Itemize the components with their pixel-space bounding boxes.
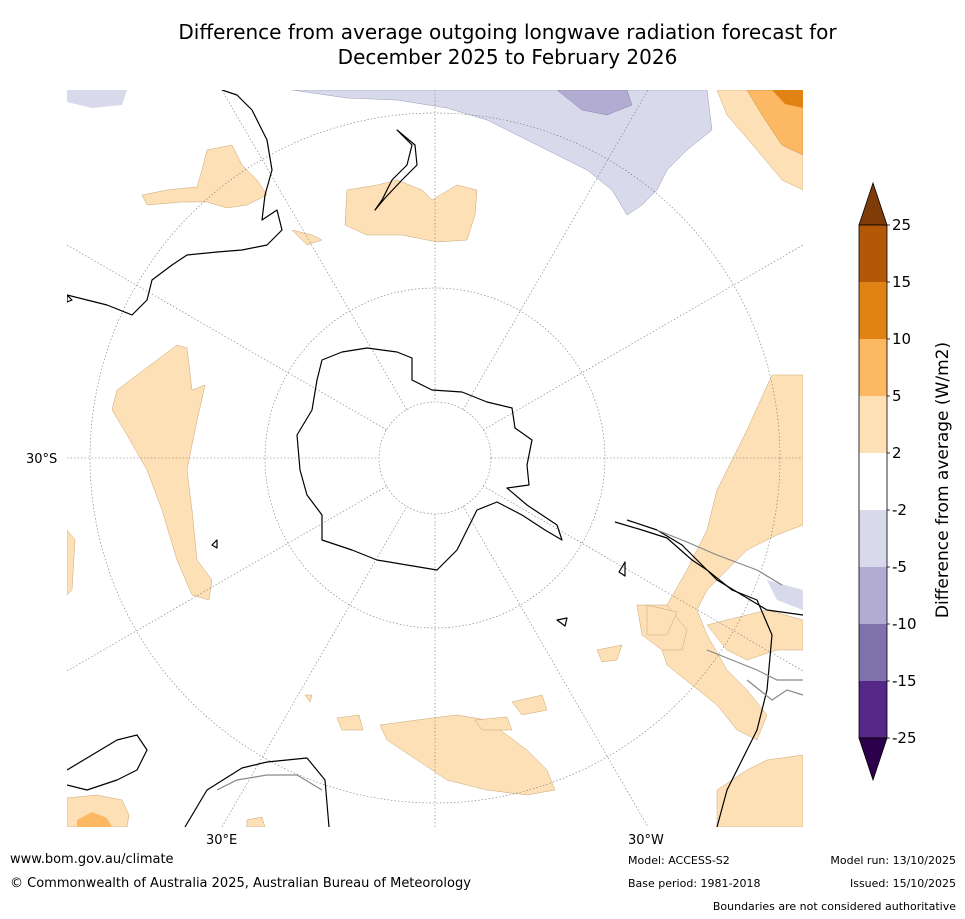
anomaly-positive-region — [304, 694, 313, 703]
title-line-2: December 2025 to February 2026 — [337, 45, 678, 69]
anomaly-positive-region — [656, 374, 803, 741]
anomaly-positive-region — [77, 812, 112, 827]
colorbar: 25 15 10 5 2 -2 -5 -10 -15 -25 Differenc… — [858, 181, 953, 782]
colorbar-tick-label: -15 — [892, 672, 917, 690]
island-coastline — [618, 561, 626, 577]
colorbar-segment — [859, 681, 887, 738]
anomaly-positive-region — [706, 609, 803, 661]
island-coastline — [211, 539, 218, 549]
footer-model-run: Model run: 13/10/2025 — [830, 854, 956, 867]
footer-url: www.bom.gov.au/climate — [10, 852, 174, 867]
anomaly-positive-region — [772, 90, 803, 108]
colorbar-segment — [859, 282, 887, 339]
colorbar-tick-label: 5 — [892, 387, 902, 405]
colorbar-tick-label: 25 — [892, 216, 911, 234]
lat-label-30s: 30°S — [26, 452, 58, 467]
anomaly-positive-region — [646, 604, 678, 636]
footer-copyright: © Commonwealth of Australia 2025, Austra… — [10, 876, 471, 891]
africa-coastline — [184, 757, 330, 827]
lon-label-30w: 30°W — [628, 833, 664, 848]
antarctica-coastline — [296, 347, 563, 571]
australia-coastline — [67, 90, 283, 316]
anomaly-negative-region — [291, 90, 713, 216]
island-coastline — [67, 294, 73, 303]
anomaly-positive-region — [291, 229, 323, 246]
colorbar-tick-label: 15 — [892, 273, 911, 291]
colorbar-outline — [858, 224, 888, 739]
lon-label-30e: 30°E — [206, 833, 238, 848]
anomaly-negative-region — [767, 580, 803, 610]
colorbar-extend-bottom — [858, 737, 888, 782]
anomaly-positive-region — [474, 716, 513, 731]
colorbar-label: Difference from average (W/m2) — [933, 342, 953, 618]
colorbar-segment — [859, 339, 887, 396]
south-america-coastline — [614, 521, 773, 827]
borders — [216, 529, 803, 791]
anomaly-positive-region — [379, 714, 556, 796]
footer-base-period: Base period: 1981-2018 — [628, 877, 761, 890]
anomaly-positive-region — [511, 694, 548, 716]
colorbar-segment — [859, 624, 887, 681]
anomaly-positive-region — [344, 179, 478, 243]
coastlines — [67, 90, 803, 827]
colorbar-extend-top — [858, 181, 888, 226]
anomaly-negative-region — [67, 90, 127, 108]
anomaly-positive-region — [716, 754, 803, 827]
anomaly-positive-region — [67, 529, 76, 596]
colorbar-tick-label: 10 — [892, 330, 911, 348]
colorbar-tick-label: -25 — [892, 729, 917, 747]
anomaly-positive-region — [596, 644, 623, 663]
colorbar-segment — [859, 567, 887, 624]
anomaly-positive-region — [246, 816, 266, 827]
colorbar-segment — [859, 225, 887, 282]
colorbar-segment — [859, 396, 887, 453]
anomaly-positive-region — [746, 90, 803, 156]
south-america-coastline — [626, 519, 803, 616]
anomaly-positive-region — [111, 344, 213, 601]
new-zealand-coastline — [374, 129, 418, 211]
anomaly-negative-region — [556, 90, 633, 116]
footer-disclaimer: Boundaries are not considered authoritat… — [712, 900, 956, 913]
polar-map — [67, 90, 803, 827]
colorbar-tick-label: -2 — [892, 501, 907, 519]
chart-title: Difference from average outgoing longwav… — [0, 20, 965, 70]
footer-model: Model: ACCESS-S2 — [628, 854, 730, 867]
colorbar-tick-label: 2 — [892, 444, 902, 462]
colorbar-segment — [859, 510, 887, 567]
colorbar-tick-label: -10 — [892, 615, 917, 633]
africa-coastline — [67, 734, 148, 791]
footer-issued: Issued: 15/10/2025 — [849, 877, 956, 890]
colorbar-segment — [859, 453, 887, 510]
title-line-1: Difference from average outgoing longwav… — [178, 20, 837, 44]
anomaly-positive-region — [336, 714, 364, 731]
anomaly-positive-region — [141, 144, 268, 209]
island-coastline — [556, 617, 568, 627]
colorbar-tick-label: -5 — [892, 558, 907, 576]
colorbar-tick-marks — [887, 224, 890, 739]
